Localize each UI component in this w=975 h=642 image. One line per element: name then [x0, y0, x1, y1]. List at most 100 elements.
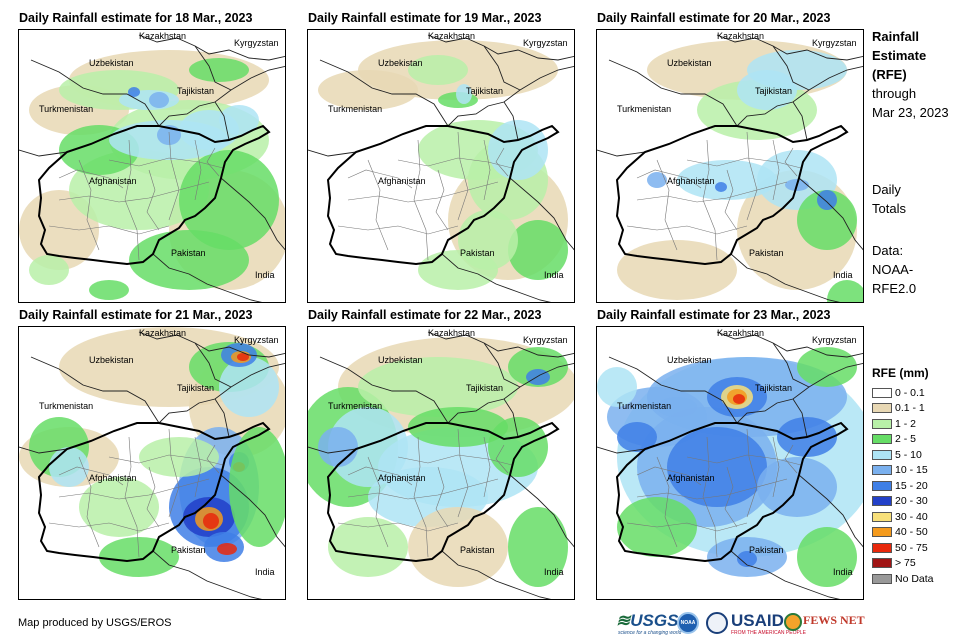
province-border [495, 444, 509, 474]
side-data: Data: NOAA- RFE2.0 [872, 241, 916, 298]
side-daily-2: Totals [872, 201, 906, 216]
legend-item: No Data [872, 571, 934, 586]
panel-title-5: Daily Rainfall estimate for 22 Mar., 202… [308, 308, 542, 322]
rain-patch [733, 394, 745, 404]
legend-item: 5 - 10 [872, 447, 922, 462]
province-border [108, 157, 224, 169]
country-border [509, 177, 574, 251]
rain-patch [128, 87, 140, 97]
label-kazakhstan: Kazakhstan [717, 31, 765, 41]
label-tajikistan: Tajikistan [466, 383, 504, 393]
usaid-logo: USAID [731, 611, 784, 630]
label-uzbekistan: Uzbekistan [89, 355, 134, 365]
legend-label: 15 - 20 [895, 479, 928, 492]
province-border [413, 139, 429, 261]
map-panel-6: Kazakhstan Kyrgyzstan Uzbekistan Tajikistan… [596, 326, 864, 600]
rain-patch [617, 240, 737, 300]
legend-label: 0.1 - 1 [895, 402, 925, 414]
country-border [319, 59, 449, 127]
country-border [152, 253, 263, 302]
label-turkmenistan: Turkmenistan [39, 401, 94, 411]
label-uzbekistan: Uzbekistan [378, 58, 423, 68]
rain-patch [408, 55, 468, 85]
label-afghanistan: Afghanistan [667, 473, 715, 483]
map-svg [19, 327, 285, 599]
side-through-date: Mar 23, 2023 [872, 105, 949, 120]
province-border [397, 454, 513, 466]
country-border [152, 550, 263, 599]
province-border [686, 454, 802, 466]
afghanistan-border [615, 421, 849, 563]
map-panel-2: Kazakhstan Kyrgyzstan Uzbekistan Tajikistan… [307, 29, 575, 303]
rain-patch [318, 70, 418, 110]
usaid-tagline: FROM THE AMERICAN PEOPLE [731, 630, 806, 636]
label-tajikistan: Tajikistan [177, 86, 215, 96]
province-border [626, 225, 748, 235]
country-border [730, 550, 841, 599]
province-border [772, 139, 780, 201]
label-pakistan: Pakistan [460, 545, 495, 555]
label-afghanistan: Afghanistan [378, 473, 426, 483]
country-border [792, 101, 808, 141]
map-svg [308, 34, 574, 302]
label-kyrgyzstan: Kyrgyzstan [234, 335, 279, 345]
fewsnet-logo: FEWS NET [803, 613, 865, 627]
label-tajikistan: Tajikistan [466, 86, 504, 96]
noaa-logo: NOAA [677, 612, 699, 634]
map-svg [308, 331, 574, 599]
side-title-line2: Estimate [872, 48, 927, 63]
panel-title-4: Daily Rainfall estimate for 21 Mar., 202… [19, 308, 253, 322]
rain-patch [203, 513, 219, 529]
province-border [784, 147, 798, 177]
map-svg [597, 331, 863, 599]
afghanistan-border [326, 421, 560, 563]
label-tajikistan: Tajikistan [755, 383, 793, 393]
legend-swatch [872, 403, 892, 413]
label-kazakhstan: Kazakhstan [428, 328, 476, 338]
legend-item: 0.1 - 1 [872, 401, 925, 416]
label-india: India [255, 270, 275, 280]
legend-swatch [872, 558, 892, 568]
country-border [716, 34, 863, 61]
legend-swatch [872, 480, 892, 491]
usgs-logo: ≋USGS [616, 611, 679, 630]
province-border [58, 169, 124, 189]
rain-patch [827, 280, 863, 302]
map-panel-4: Kazakhstan Kyrgyzstan Uzbekistan Tajikistan… [18, 326, 286, 600]
label-tajikistan: Tajikistan [755, 86, 793, 96]
fewsnet-globe-icon [784, 613, 802, 631]
label-afghanistan: Afghanistan [667, 176, 715, 186]
side-daily-1: Daily [872, 182, 901, 197]
province-border [636, 466, 702, 486]
province-border [656, 159, 678, 251]
label-india: India [544, 270, 564, 280]
province-border [347, 478, 499, 500]
legend-item: 20 - 30 [872, 494, 928, 509]
legend-label: 10 - 15 [895, 464, 928, 476]
rain-patch [229, 427, 285, 547]
country-border [19, 149, 68, 157]
country-border [503, 101, 519, 141]
rain-patch [189, 58, 249, 82]
country-border [730, 253, 841, 302]
rain-patch [418, 250, 498, 290]
country-border [772, 45, 810, 91]
province-border [367, 159, 389, 251]
usgs-tagline: science for a changing world [618, 630, 682, 636]
rain-patch [526, 369, 550, 385]
rain-patch [408, 507, 508, 587]
label-kyrgyzstan: Kyrgyzstan [523, 335, 568, 345]
country-border [441, 253, 552, 302]
usgs-logo-text: USGS [630, 611, 679, 630]
legend-swatch [872, 387, 892, 398]
province-border [347, 466, 413, 486]
side-title-line3: (RFE) [872, 67, 907, 82]
label-kazakhstan: Kazakhstan [428, 31, 476, 41]
label-turkmenistan: Turkmenistan [328, 401, 383, 411]
label-kyrgyzstan: Kyrgyzstan [812, 38, 857, 48]
province-border [206, 444, 220, 474]
country-border [441, 550, 552, 599]
country-border [608, 59, 738, 127]
panel-title-6: Daily Rainfall estimate for 23 Mar., 202… [597, 308, 831, 322]
label-uzbekistan: Uzbekistan [667, 58, 712, 68]
